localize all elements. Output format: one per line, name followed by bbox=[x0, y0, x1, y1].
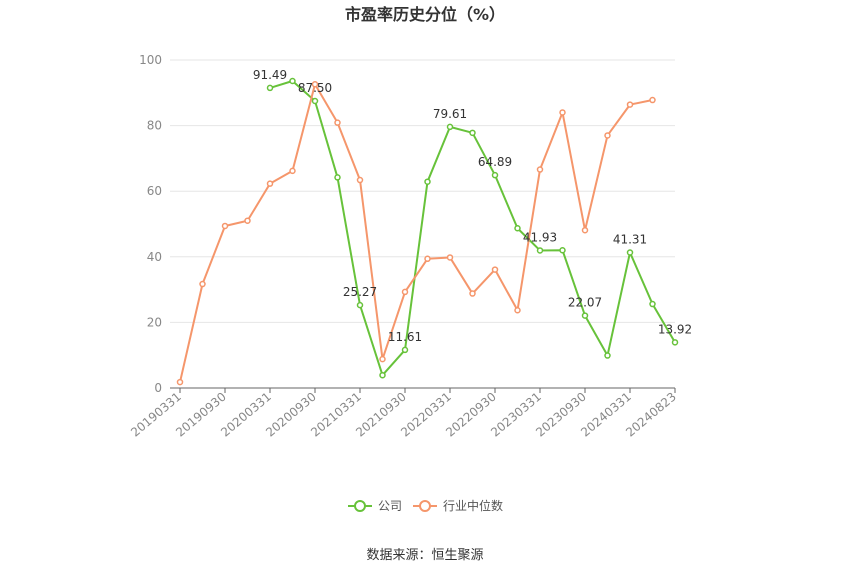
data-point bbox=[626, 249, 634, 256]
y-tick-label: 40 bbox=[147, 250, 162, 264]
data-point bbox=[604, 352, 611, 359]
data-point bbox=[401, 288, 409, 296]
data-point bbox=[289, 77, 296, 85]
data-label: 22.07 bbox=[568, 296, 602, 310]
data-label: 41.93 bbox=[523, 230, 557, 244]
data-point bbox=[289, 167, 296, 175]
data-point bbox=[266, 84, 274, 92]
series-layer bbox=[176, 77, 679, 386]
legend-marker bbox=[354, 500, 366, 512]
data-point bbox=[379, 371, 386, 379]
y-tick-label: 20 bbox=[147, 315, 162, 329]
data-point bbox=[559, 246, 566, 254]
data-point bbox=[671, 339, 679, 346]
data-point bbox=[469, 129, 476, 137]
data-point bbox=[379, 355, 386, 363]
series-0 bbox=[266, 77, 679, 379]
data-point bbox=[491, 171, 499, 179]
legend-item-1[interactable]: 行业中位数 bbox=[413, 498, 503, 513]
data-point bbox=[334, 174, 341, 181]
data-label: 64.89 bbox=[478, 155, 512, 169]
data-point bbox=[244, 217, 251, 224]
data-point bbox=[469, 290, 476, 297]
data-point bbox=[604, 132, 611, 139]
series-1 bbox=[176, 81, 656, 386]
data-point bbox=[581, 226, 589, 234]
data-point bbox=[446, 123, 454, 131]
data-point bbox=[311, 81, 319, 88]
grid bbox=[170, 59, 675, 323]
legend-label: 行业中位数 bbox=[443, 498, 503, 513]
data-point bbox=[559, 109, 566, 116]
data-label: 41.31 bbox=[613, 233, 647, 247]
y-tick-label: 100 bbox=[139, 53, 162, 67]
data-label: 13.92 bbox=[658, 322, 692, 336]
y-tick-label: 80 bbox=[147, 119, 162, 133]
series-line bbox=[179, 83, 653, 383]
legend-item-0[interactable]: 公司 bbox=[348, 499, 402, 513]
data-point bbox=[581, 312, 589, 319]
axes: 0204060801002019033120190930202003312020… bbox=[128, 53, 679, 440]
data-point bbox=[356, 301, 364, 309]
data-label: 91.49 bbox=[253, 68, 287, 82]
data-point bbox=[221, 222, 229, 230]
legend: 公司 行业中位数 bbox=[348, 498, 503, 513]
y-tick-label: 0 bbox=[154, 381, 162, 395]
data-point bbox=[491, 266, 499, 273]
data-label: 87.50 bbox=[298, 81, 332, 95]
y-tick-label: 60 bbox=[147, 184, 162, 198]
data-point bbox=[176, 378, 184, 386]
data-point bbox=[266, 180, 274, 187]
data-point bbox=[536, 166, 544, 173]
x-tick-label: 20240823 bbox=[623, 390, 679, 440]
data-point bbox=[536, 247, 544, 254]
data-point bbox=[334, 119, 341, 126]
data-point bbox=[514, 307, 521, 314]
data-point bbox=[199, 280, 206, 288]
data-point bbox=[649, 300, 656, 308]
data-point bbox=[514, 225, 521, 232]
data-point bbox=[626, 101, 634, 108]
data-point bbox=[424, 178, 431, 185]
data-label: 79.61 bbox=[433, 107, 467, 121]
source-note: 数据来源：恒生聚源 bbox=[366, 548, 483, 563]
data-point bbox=[424, 255, 431, 263]
legend-label: 公司 bbox=[378, 499, 402, 513]
data-point bbox=[311, 97, 319, 105]
data-label: 25.27 bbox=[343, 285, 377, 299]
data-label: 11.61 bbox=[388, 330, 422, 344]
data-labels: 91.49 87.50 25.27 11.61 79.61 64.89 41.93 22.07… bbox=[253, 68, 692, 344]
chart-title: 市盈率历史分位（%） bbox=[345, 5, 505, 24]
legend-marker bbox=[419, 500, 431, 512]
data-point bbox=[446, 254, 454, 261]
data-point bbox=[649, 96, 656, 104]
data-point bbox=[356, 176, 364, 184]
data-point bbox=[401, 346, 409, 354]
